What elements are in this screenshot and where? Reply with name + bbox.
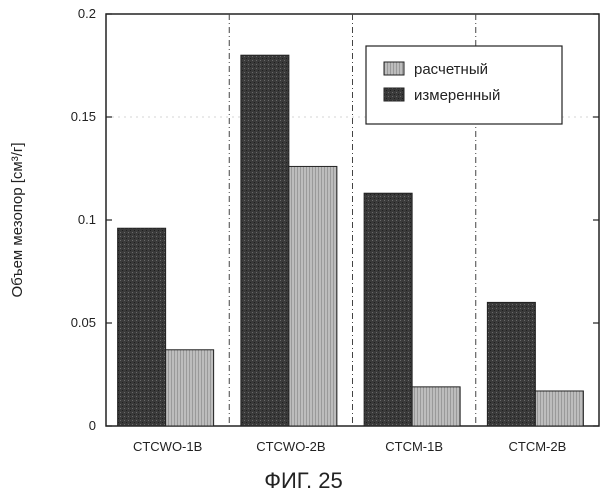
bar-calculated xyxy=(288,165,338,427)
y-tick-label: 0.15 xyxy=(71,109,96,124)
y-tick-label: 0.2 xyxy=(78,6,96,21)
x-tick-label: CTCM-2B xyxy=(508,439,566,454)
x-tick-label: CTCWO-2B xyxy=(256,439,325,454)
bar-calculated xyxy=(411,386,461,427)
legend-label: измеренный xyxy=(414,87,500,104)
legend-swatch xyxy=(383,87,405,102)
y-tick-label: 0 xyxy=(89,418,96,433)
legend-box xyxy=(365,45,563,125)
bar-measured xyxy=(363,192,413,427)
y-tick-label: 0.1 xyxy=(78,212,96,227)
x-tick-label: CTCWO-1B xyxy=(133,439,202,454)
figure-caption: ФИГ. 25 xyxy=(264,468,343,493)
y-tick-label: 0.05 xyxy=(71,315,96,330)
bar-measured xyxy=(486,301,536,427)
bar-measured xyxy=(240,54,290,427)
bar-calculated xyxy=(165,349,215,427)
bar-measured xyxy=(117,227,167,427)
bar-calculated xyxy=(534,390,584,427)
legend-label: расчетный xyxy=(414,61,488,78)
legend-swatch xyxy=(383,61,405,76)
y-axis-label: Объем мезопор [см³/г] xyxy=(9,142,26,297)
plot-area: 0 0.05 0.1 0.15 0.2 CTCWO-1B CTCWO-2B CTCM-1B CT… xyxy=(71,6,600,454)
x-tick-label: CTCM-1B xyxy=(385,439,443,454)
